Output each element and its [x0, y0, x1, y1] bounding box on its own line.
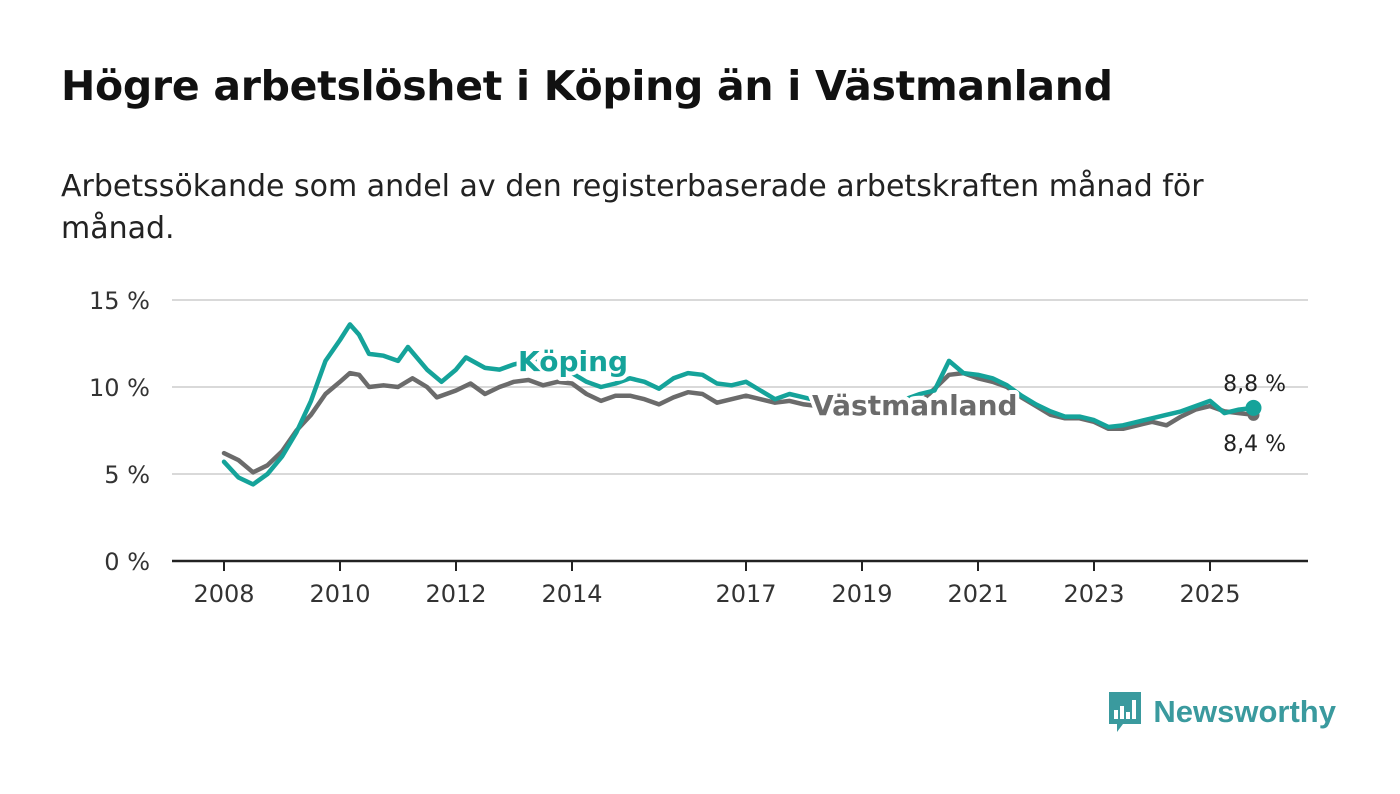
newsworthy-logo: Newsworthy: [1107, 690, 1336, 734]
x-tick-label: 2021: [947, 580, 1008, 608]
y-tick-label: 5 %: [104, 461, 150, 489]
chart-subtitle: Arbetssökande som andel av den registerb…: [61, 169, 1204, 246]
end-label-koping: 8,8 %: [1223, 372, 1286, 397]
x-tick-label: 2010: [309, 580, 370, 608]
end-marker-koping: [1245, 399, 1262, 416]
x-tick-label: 2012: [425, 580, 486, 608]
series-label-vastmanland-halo: Västmanland: [812, 389, 1018, 422]
x-tick-label: 2019: [831, 580, 892, 608]
x-tick-label: 2023: [1063, 580, 1124, 608]
y-tick-label: 10 %: [89, 374, 150, 402]
end-label-vastmanland: 8,4 %: [1223, 432, 1286, 457]
y-tick-label: 15 %: [89, 287, 150, 315]
x-tick-label: 2014: [541, 580, 602, 608]
series-label-koping: Köping: [518, 345, 628, 378]
x-tick-label: 2025: [1179, 580, 1240, 608]
y-tick-label: 0 %: [104, 548, 150, 576]
x-tick-label: 2017: [715, 580, 776, 608]
series-label-koping-halo: Köping: [518, 345, 628, 378]
x-tick-label: 2008: [193, 580, 254, 608]
series-line-k-ping: [221, 322, 1256, 487]
chart-title: Högre arbetslöshet i Köping än i Västman…: [61, 62, 1113, 110]
brand-name: Newsworthy: [1153, 694, 1336, 729]
series-label-vastmanland: Västmanland: [812, 389, 1018, 422]
bar-chart-speech-bubble-icon: [1109, 692, 1142, 732]
